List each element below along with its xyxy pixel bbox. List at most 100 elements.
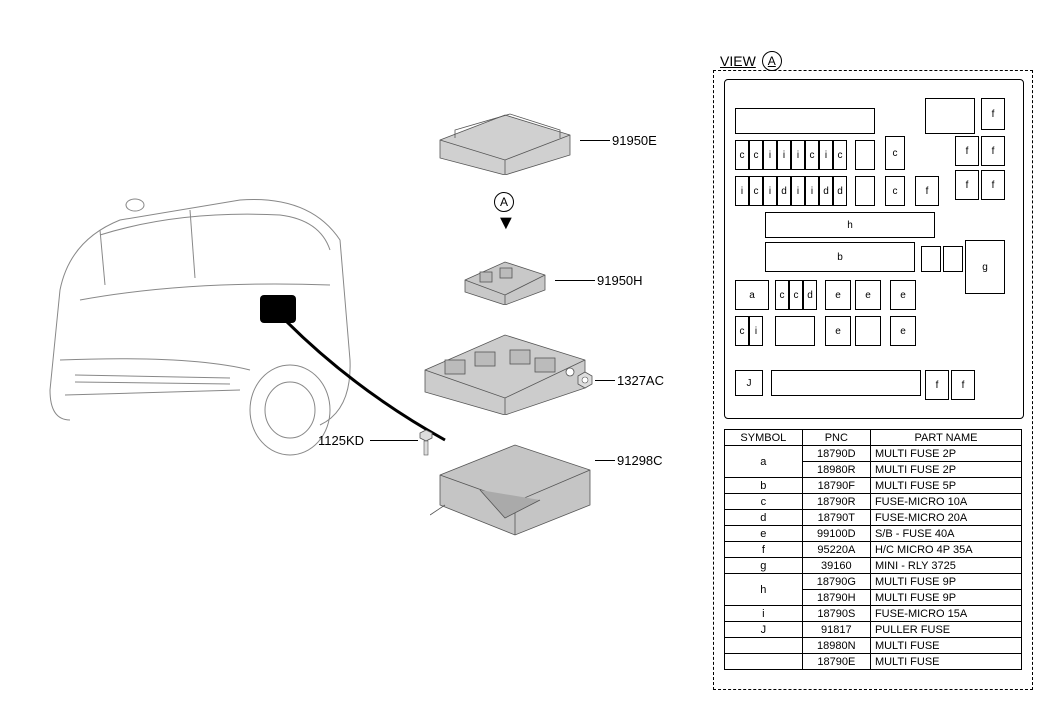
table-row: i18790SFUSE-MICRO 15A xyxy=(725,606,1022,622)
cell-symbol xyxy=(725,638,803,654)
cell-symbol: a xyxy=(725,446,803,478)
fuse-cell: e xyxy=(855,280,881,310)
leader-line xyxy=(555,280,595,281)
fusebox-location-marker xyxy=(260,295,296,323)
fuse-cell: c xyxy=(749,176,763,206)
table-row: e99100DS/B - FUSE 40A xyxy=(725,526,1022,542)
fuse-cell: i xyxy=(819,140,833,170)
fuse-cell: e xyxy=(825,316,851,346)
cell-symbol: g xyxy=(725,558,803,574)
leader-line xyxy=(370,440,418,441)
cell-partname: MULTI FUSE 5P xyxy=(870,478,1021,494)
cell-partname: FUSE-MICRO 20A xyxy=(870,510,1021,526)
fuse-cell: d xyxy=(819,176,833,206)
cell-pnc: 18790G xyxy=(802,574,870,590)
diagram-main: 91950E A ▼ 91950H xyxy=(40,100,680,620)
fuse-cell xyxy=(735,108,875,134)
fuse-cell: d xyxy=(803,280,817,310)
fuse-cell: d xyxy=(777,176,791,206)
cell-symbol: f xyxy=(725,542,803,558)
th-partname: PART NAME xyxy=(870,430,1021,446)
cell-pnc: 18790E xyxy=(802,654,870,670)
th-symbol: SYMBOL xyxy=(725,430,803,446)
fuse-cell xyxy=(855,140,875,170)
fuse-cell xyxy=(855,316,881,346)
fuse-cell: f xyxy=(981,136,1005,166)
exploded-view: 91950E A ▼ 91950H xyxy=(400,100,680,620)
leader-line xyxy=(595,460,615,461)
part-nut xyxy=(575,370,595,390)
fuse-cell: f xyxy=(955,136,979,166)
table-row: J91817PULLER FUSE xyxy=(725,622,1022,638)
fuse-cell xyxy=(855,176,875,206)
fuse-cell: i xyxy=(791,176,805,206)
table-row: a18790DMULTI FUSE 2P xyxy=(725,446,1022,462)
cell-pnc: 39160 xyxy=(802,558,870,574)
cell-pnc: 99100D xyxy=(802,526,870,542)
cell-symbol: d xyxy=(725,510,803,526)
callout-1327AC: 1327AC xyxy=(617,373,664,388)
fuse-cell: c xyxy=(775,280,789,310)
cell-pnc: 18790F xyxy=(802,478,870,494)
callout-91950H: 91950H xyxy=(597,273,643,288)
fuse-map: cciiiciccicidiiddchbaccdeeecieeJgfffffff… xyxy=(724,79,1024,419)
cell-pnc: 95220A xyxy=(802,542,870,558)
fuse-cell: c xyxy=(789,280,803,310)
fuse-cell: f xyxy=(955,170,979,200)
cell-partname: S/B - FUSE 40A xyxy=(870,526,1021,542)
arrow-down-icon: ▼ xyxy=(496,212,516,235)
fuse-cell: i xyxy=(763,140,777,170)
cell-symbol: e xyxy=(725,526,803,542)
th-pnc: PNC xyxy=(802,430,870,446)
fuse-cell: c xyxy=(735,140,749,170)
table-row: c18790RFUSE-MICRO 10A xyxy=(725,494,1022,510)
fuse-cell: c xyxy=(749,140,763,170)
view-label: VIEW A xyxy=(720,51,782,71)
fuse-cell xyxy=(925,98,975,134)
fuse-cell xyxy=(775,316,815,346)
cell-partname: MULTI FUSE 2P xyxy=(870,446,1021,462)
cell-partname: MULTI FUSE 2P xyxy=(870,462,1021,478)
fuse-cell: d xyxy=(833,176,847,206)
fuse-cell xyxy=(943,246,963,272)
fuse-cell: g xyxy=(965,240,1005,294)
fuse-cell: a xyxy=(735,280,769,310)
cell-partname: MULTI FUSE 9P xyxy=(870,590,1021,606)
fuse-cell: c xyxy=(885,136,905,170)
cell-symbol: i xyxy=(725,606,803,622)
fuse-cell: e xyxy=(890,316,916,346)
table-row: 18790EMULTI FUSE xyxy=(725,654,1022,670)
part-subbox xyxy=(455,250,555,305)
part-lower xyxy=(430,430,600,540)
fuse-cell: f xyxy=(951,370,975,400)
cell-symbol: b xyxy=(725,478,803,494)
fuse-cell: c xyxy=(735,316,749,346)
table-row: h18790GMULTI FUSE 9P xyxy=(725,574,1022,590)
view-marker-circle: A xyxy=(762,51,782,71)
fuse-cell: b xyxy=(765,242,915,272)
callout-1125KD: 1125KD xyxy=(318,433,364,448)
cell-pnc: 18980R xyxy=(802,462,870,478)
fuse-cell: h xyxy=(765,212,935,238)
fuse-cell: i xyxy=(763,176,777,206)
fuse-cell: i xyxy=(777,140,791,170)
cell-partname: PULLER FUSE xyxy=(870,622,1021,638)
fuse-cell: e xyxy=(825,280,851,310)
cell-symbol: h xyxy=(725,574,803,606)
callout-91950E: 91950E xyxy=(612,133,657,148)
cell-partname: MULTI FUSE 9P xyxy=(870,574,1021,590)
cell-pnc: 18790D xyxy=(802,446,870,462)
cell-partname: FUSE-MICRO 10A xyxy=(870,494,1021,510)
table-row: g39160MINI - RLY 3725 xyxy=(725,558,1022,574)
cell-symbol xyxy=(725,654,803,670)
fuse-cell: i xyxy=(735,176,749,206)
cell-symbol: c xyxy=(725,494,803,510)
cell-partname: FUSE-MICRO 15A xyxy=(870,606,1021,622)
cell-symbol: J xyxy=(725,622,803,638)
fuse-cell: c xyxy=(805,140,819,170)
fuse-cell: i xyxy=(805,176,819,206)
leader-line xyxy=(580,140,610,141)
table-row: 18980NMULTI FUSE xyxy=(725,638,1022,654)
fuse-cell xyxy=(771,370,921,396)
cell-pnc: 18790S xyxy=(802,606,870,622)
